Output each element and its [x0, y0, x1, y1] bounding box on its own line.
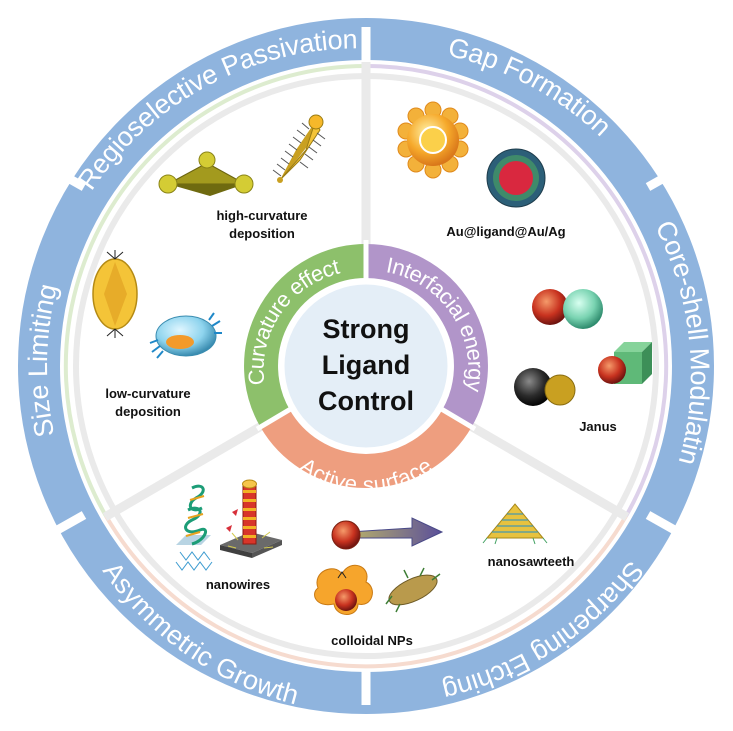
center-title-line3: Control — [318, 386, 414, 416]
janus-cube-sphere-illustration — [598, 342, 652, 384]
nanosawteeth-illustration — [482, 503, 548, 545]
center-title-line1: Strong — [323, 314, 410, 344]
vertical-nanowire-on-substrate-illustration — [220, 479, 282, 558]
sector-borders — [63, 62, 669, 669]
branched-particle-illustration — [314, 564, 373, 615]
caption-high-curvature-2: deposition — [229, 226, 295, 241]
middle-ring-active — [260, 409, 472, 488]
au-ligand-au-ag-particle-illustration — [397, 101, 469, 179]
center-circle — [281, 281, 451, 451]
caption-colloidal-nps: colloidal NPs — [331, 633, 413, 648]
caption-nanosawteeth: nanosawteeth — [488, 554, 575, 569]
caption-low-curvature-2: deposition — [115, 404, 181, 419]
janus-dimer-illustration — [532, 289, 603, 329]
bipyramid-nanoparticle-illustration — [272, 114, 326, 183]
ellipsoid-nanoparticle-illustration — [92, 250, 138, 338]
helical-nanowire-illustration — [175, 484, 213, 571]
middle-ring-interfacial — [365, 244, 488, 427]
rod-particle-illustration — [385, 567, 441, 613]
caption-au-ligand-au-ag: Au@ligand@Au/Ag — [446, 224, 565, 239]
caption-low-curvature-1: low-curvature — [105, 386, 190, 401]
caption-janus: Janus — [579, 419, 617, 434]
core-shell-ellipsoid-illustration — [149, 312, 222, 359]
janus-dark-sphere-illustration — [514, 368, 576, 406]
center-title-line2: Ligand — [322, 350, 411, 380]
middle-ring-dividers — [255, 240, 477, 432]
yolk-shell-particle-illustration — [486, 148, 546, 208]
particle-arrow-illustration — [331, 517, 444, 550]
caption-high-curvature-1: high-curvature — [216, 208, 307, 223]
triangle-nanoparticle-illustration — [158, 151, 254, 196]
caption-nanowires: nanowires — [206, 577, 270, 592]
middle-ring-curvature — [244, 244, 367, 427]
